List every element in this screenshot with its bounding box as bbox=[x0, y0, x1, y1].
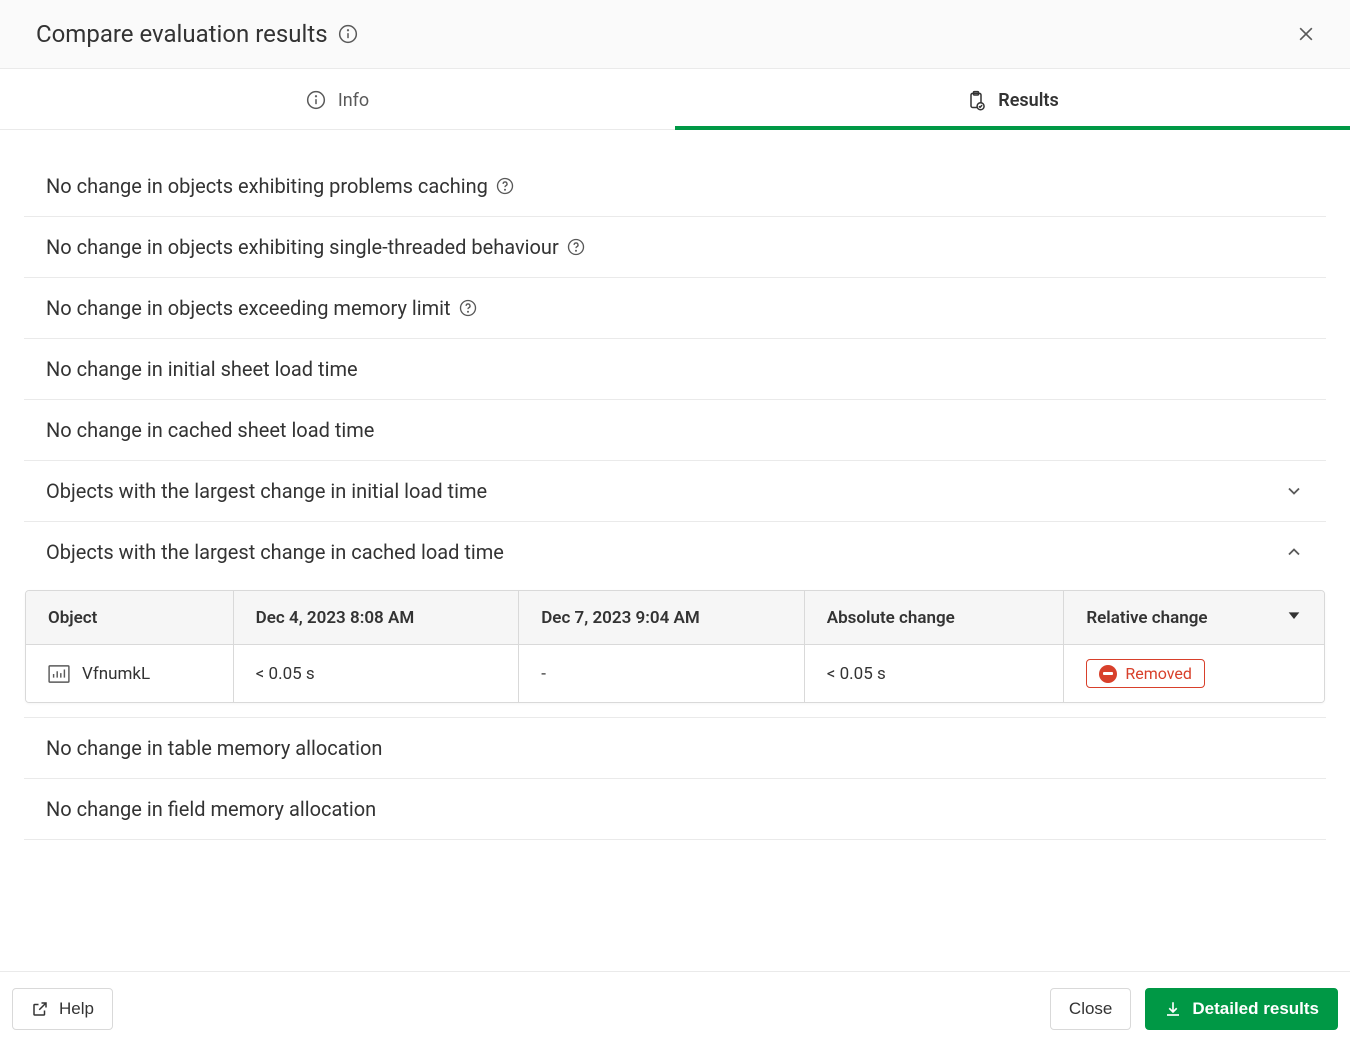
dialog-title: Compare evaluation results bbox=[36, 20, 328, 48]
button-label: Close bbox=[1069, 999, 1112, 1019]
info-icon[interactable] bbox=[338, 24, 358, 44]
section-single-threaded[interactable]: No change in objects exhibiting single-t… bbox=[24, 217, 1326, 278]
button-label: Detailed results bbox=[1192, 999, 1319, 1019]
section-label: No change in initial sheet load time bbox=[46, 357, 358, 381]
button-label: Help bbox=[59, 999, 94, 1019]
tab-bar: Info Results bbox=[0, 69, 1350, 130]
object-name: VfnumkL bbox=[82, 664, 150, 684]
download-icon bbox=[1164, 1000, 1182, 1018]
help-icon[interactable] bbox=[496, 177, 514, 195]
cached-load-time-table-container: Object Dec 4, 2023 8:08 AM Dec 7, 2023 9… bbox=[24, 582, 1326, 717]
detailed-results-button[interactable]: Detailed results bbox=[1145, 988, 1338, 1030]
sort-desc-icon bbox=[1286, 607, 1302, 628]
info-icon bbox=[306, 90, 326, 110]
section-label: No change in objects exhibiting problems… bbox=[46, 174, 488, 198]
section-label: No change in table memory allocation bbox=[46, 736, 382, 760]
section-field-memory[interactable]: No change in field memory allocation bbox=[24, 779, 1326, 840]
chevron-up-icon bbox=[1284, 542, 1304, 562]
cached-load-time-table: Object Dec 4, 2023 8:08 AM Dec 7, 2023 9… bbox=[25, 590, 1325, 703]
section-caching[interactable]: No change in objects exhibiting problems… bbox=[24, 156, 1326, 217]
section-label: Objects with the largest change in initi… bbox=[46, 479, 487, 503]
help-icon[interactable] bbox=[567, 238, 585, 256]
column-header-relative[interactable]: Relative change bbox=[1064, 591, 1324, 645]
tab-info[interactable]: Info bbox=[0, 69, 675, 129]
clipboard-check-icon bbox=[966, 89, 986, 111]
close-button[interactable]: Close bbox=[1050, 988, 1131, 1030]
badge-label: Removed bbox=[1125, 664, 1192, 683]
dialog-titlebar: Compare evaluation results bbox=[0, 0, 1350, 69]
chevron-down-icon bbox=[1284, 481, 1304, 501]
external-link-icon bbox=[31, 1000, 49, 1018]
help-button[interactable]: Help bbox=[12, 988, 113, 1030]
compare-results-dialog: Compare evaluation results Info Results bbox=[0, 0, 1350, 1046]
removed-badge: Removed bbox=[1086, 659, 1205, 688]
section-largest-initial[interactable]: Objects with the largest change in initi… bbox=[24, 461, 1326, 522]
column-header-run-a[interactable]: Dec 4, 2023 8:08 AM bbox=[234, 591, 520, 645]
column-header-object[interactable]: Object bbox=[26, 591, 234, 645]
tab-label: Results bbox=[998, 90, 1058, 111]
section-cached-sheet[interactable]: No change in cached sheet load time bbox=[24, 400, 1326, 461]
section-table-memory[interactable]: No change in table memory allocation bbox=[24, 717, 1326, 779]
tab-results[interactable]: Results bbox=[675, 69, 1350, 129]
section-memory-limit[interactable]: No change in objects exceeding memory li… bbox=[24, 278, 1326, 339]
section-label: No change in cached sheet load time bbox=[46, 418, 374, 442]
column-header-absolute[interactable]: Absolute change bbox=[805, 591, 1065, 645]
dialog-body: No change in objects exhibiting problems… bbox=[0, 130, 1350, 971]
section-label: No change in objects exhibiting single-t… bbox=[46, 235, 559, 259]
section-label: Objects with the largest change in cache… bbox=[46, 540, 504, 564]
bar-chart-icon bbox=[48, 665, 70, 683]
section-largest-cached[interactable]: Objects with the largest change in cache… bbox=[24, 522, 1326, 582]
minus-circle-icon bbox=[1099, 665, 1117, 683]
section-label: No change in field memory allocation bbox=[46, 797, 376, 821]
cell-run-b: - bbox=[519, 645, 805, 702]
section-initial-sheet[interactable]: No change in initial sheet load time bbox=[24, 339, 1326, 400]
column-header-run-b[interactable]: Dec 7, 2023 9:04 AM bbox=[519, 591, 805, 645]
dialog-footer: Help Close Detailed results bbox=[0, 971, 1350, 1046]
close-icon[interactable] bbox=[1290, 18, 1322, 50]
cell-run-a: < 0.05 s bbox=[234, 645, 520, 702]
help-icon[interactable] bbox=[459, 299, 477, 317]
table-row[interactable]: VfnumkL < 0.05 s - < 0.05 s Removed bbox=[26, 645, 1324, 702]
table-header-row: Object Dec 4, 2023 8:08 AM Dec 7, 2023 9… bbox=[26, 591, 1324, 645]
section-label: No change in objects exceeding memory li… bbox=[46, 296, 451, 320]
tab-label: Info bbox=[338, 90, 369, 111]
cell-absolute: < 0.05 s bbox=[805, 645, 1065, 702]
